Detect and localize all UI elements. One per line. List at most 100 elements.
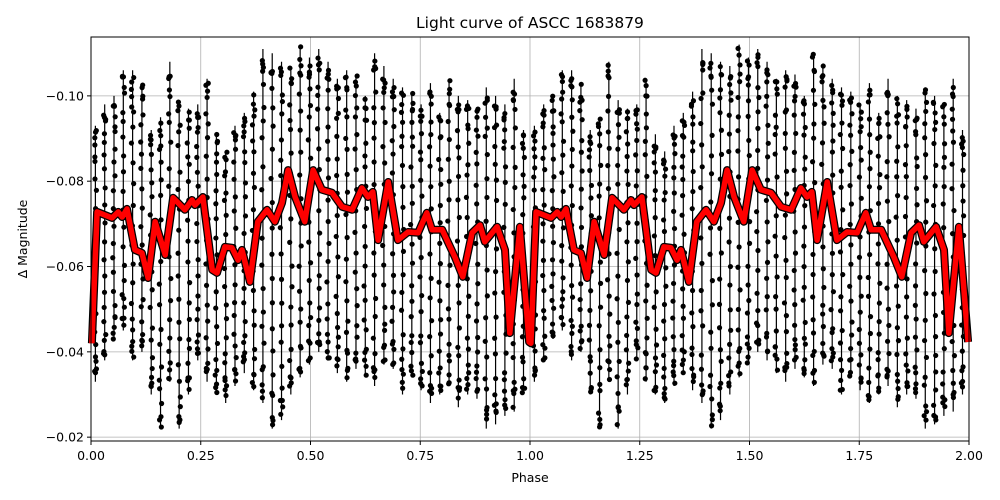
data-point bbox=[793, 130, 799, 137]
data-point bbox=[129, 343, 135, 349]
data-point bbox=[550, 239, 557, 246]
data-point bbox=[316, 285, 322, 292]
data-point bbox=[400, 272, 406, 278]
data-point bbox=[717, 347, 723, 353]
data-point bbox=[101, 257, 107, 263]
data-point bbox=[287, 102, 293, 108]
data-point bbox=[569, 323, 575, 329]
data-point bbox=[465, 362, 471, 368]
data-point bbox=[232, 366, 238, 373]
data-point bbox=[737, 62, 743, 68]
data-point bbox=[550, 124, 556, 130]
data-point bbox=[810, 51, 816, 57]
data-point bbox=[436, 348, 442, 354]
data-point bbox=[409, 283, 415, 289]
data-point bbox=[886, 322, 892, 329]
data-point bbox=[456, 155, 462, 161]
data-point bbox=[463, 194, 470, 200]
data-point bbox=[568, 317, 574, 324]
data-point bbox=[784, 350, 790, 356]
data-point bbox=[260, 68, 266, 74]
data-point bbox=[578, 323, 584, 329]
data-point bbox=[857, 309, 863, 315]
data-point bbox=[961, 213, 967, 219]
data-point bbox=[297, 70, 303, 76]
data-point bbox=[324, 138, 331, 144]
data-point bbox=[139, 319, 145, 325]
data-point bbox=[446, 372, 452, 378]
data-point bbox=[755, 267, 761, 274]
data-point bbox=[765, 154, 771, 160]
data-point bbox=[382, 357, 388, 363]
data-point bbox=[634, 272, 640, 278]
data-point bbox=[933, 162, 939, 168]
y-tick-label: −0.04 bbox=[46, 344, 84, 359]
data-point bbox=[690, 98, 697, 104]
data-point bbox=[352, 114, 359, 120]
data-point bbox=[418, 107, 424, 113]
data-point bbox=[195, 124, 201, 131]
data-point bbox=[642, 349, 648, 356]
data-point bbox=[120, 110, 126, 116]
data-point bbox=[93, 127, 99, 134]
data-point bbox=[932, 126, 938, 133]
data-point bbox=[428, 184, 434, 190]
data-point bbox=[763, 197, 770, 204]
data-point bbox=[363, 363, 369, 369]
data-point bbox=[316, 317, 322, 324]
data-point bbox=[866, 365, 872, 371]
data-point bbox=[913, 370, 919, 376]
data-point bbox=[167, 335, 173, 341]
data-point bbox=[389, 138, 395, 144]
data-point bbox=[588, 213, 594, 219]
data-point bbox=[875, 261, 881, 267]
data-point bbox=[820, 266, 826, 272]
data-point bbox=[279, 385, 285, 391]
data-point bbox=[175, 273, 181, 279]
data-point bbox=[326, 355, 332, 361]
data-point bbox=[306, 69, 312, 75]
data-point bbox=[756, 94, 762, 101]
data-point bbox=[690, 168, 696, 175]
data-point bbox=[774, 174, 780, 180]
data-point bbox=[333, 233, 339, 240]
data-point bbox=[651, 304, 657, 310]
data-point bbox=[837, 91, 844, 97]
data-point bbox=[352, 269, 358, 275]
data-point bbox=[690, 372, 697, 378]
data-point bbox=[418, 157, 424, 163]
data-point bbox=[408, 164, 414, 170]
data-point bbox=[408, 363, 414, 369]
data-point bbox=[858, 109, 864, 115]
data-point bbox=[158, 217, 164, 223]
data-point bbox=[623, 382, 629, 388]
data-point bbox=[149, 355, 156, 361]
data-point bbox=[717, 403, 723, 409]
data-point bbox=[362, 117, 368, 123]
data-point bbox=[578, 186, 584, 192]
data-point bbox=[362, 96, 368, 102]
data-point bbox=[447, 262, 453, 268]
data-point bbox=[802, 166, 808, 172]
data-point bbox=[708, 329, 714, 335]
data-point bbox=[305, 137, 311, 143]
data-point bbox=[736, 52, 742, 58]
data-point bbox=[158, 258, 164, 265]
data-point bbox=[437, 240, 443, 246]
data-point bbox=[241, 123, 247, 129]
data-point bbox=[128, 300, 135, 307]
data-point bbox=[586, 154, 592, 160]
data-point bbox=[344, 375, 350, 381]
data-point bbox=[251, 308, 257, 314]
data-point bbox=[445, 282, 451, 289]
data-point bbox=[709, 132, 715, 138]
data-point bbox=[213, 216, 219, 222]
data-point bbox=[260, 364, 266, 370]
data-point bbox=[390, 151, 396, 157]
data-point bbox=[241, 339, 247, 346]
data-point bbox=[700, 388, 706, 394]
data-point bbox=[532, 129, 538, 135]
data-point bbox=[399, 143, 405, 150]
data-point bbox=[764, 259, 771, 265]
data-point bbox=[510, 354, 516, 361]
